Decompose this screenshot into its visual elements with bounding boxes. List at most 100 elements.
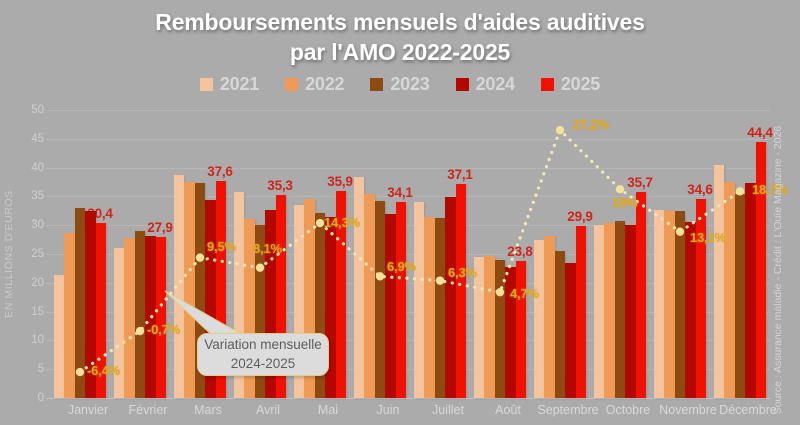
legend-label-2024: 2024: [475, 74, 515, 94]
bar-2023-Septembre: [554, 251, 566, 398]
bar-2023-Février: [134, 230, 146, 398]
y-tick-label: 45: [31, 132, 44, 145]
bar-2024-Mars: [205, 200, 216, 398]
variation-label-Juillet: 6,3%: [448, 264, 477, 280]
value-label-2025-Novembre: 34,6: [687, 181, 713, 197]
value-label-2025-Avril: 35,3: [267, 177, 293, 193]
y-tick-label: 50: [31, 104, 44, 116]
legend-swatch-2021: [199, 78, 213, 91]
grid-line: [46, 369, 770, 371]
x-axis-label-11: Novembre: [659, 403, 717, 417]
value-label-2025-Juin: 34,1: [387, 184, 413, 200]
line-dot-Septembre: [555, 125, 565, 135]
line-dot-Juin: [375, 272, 385, 281]
value-label-2025-Octobre: 35,7: [627, 175, 653, 191]
bar-2023-Octobre: [614, 220, 626, 398]
bar-2025-Janvier: [95, 222, 106, 398]
bar-2022-Juillet: [424, 217, 435, 398]
bar-2023-Décembre: [734, 193, 746, 398]
bar-2021-Mars: [174, 174, 185, 398]
x-axis-label-4: Avril: [255, 403, 281, 417]
x-axis-label-10: Octobre: [605, 403, 651, 417]
line-dot-Décembre: [735, 187, 745, 196]
bar-2021-Septembre: [534, 239, 545, 398]
y-tick-label: 20: [31, 276, 44, 289]
line-dot-Juillet: [435, 276, 445, 285]
legend-label-2022: 2022: [305, 74, 345, 94]
variation-callout: Variation mensuelle 2024-2025: [197, 333, 329, 376]
grid-line: [46, 167, 770, 169]
variation-dotted-line: [78, 127, 742, 374]
bar-2023-Avril: [254, 225, 266, 398]
variation-label-Novembre: 13,1%: [690, 229, 726, 245]
variation-callout-line2: 2024-2025: [230, 355, 296, 371]
x-axis-label-8: Août: [495, 403, 521, 417]
bar-2023-Juin: [374, 201, 386, 398]
bar-2022-Mai: [304, 199, 315, 398]
y-tick-label: 30: [31, 219, 44, 232]
bar-2021-Août: [474, 257, 485, 398]
chart-title: Remboursements mensuels d'aides auditive…: [0, 7, 800, 68]
chart-title-line2: par l'AMO 2022-2025: [289, 39, 511, 66]
variation-label-Mars: 9,5%: [207, 238, 236, 254]
value-label-2025-Mars: 37,6: [207, 164, 233, 180]
line-dot-Mars: [195, 253, 205, 262]
bar-2023-Août: [494, 259, 506, 398]
variation-label-Octobre: 19%: [612, 195, 638, 211]
grid-line: [46, 225, 770, 227]
y-tick-label: 0: [37, 392, 44, 404]
bar-2021-Mai: [294, 205, 305, 398]
legend-label-2021: 2021: [219, 74, 260, 94]
bar-2025-Juillet: [455, 184, 466, 398]
bar-2025-Septembre: [575, 225, 586, 398]
legend-item-2021: 2021: [199, 74, 260, 95]
grid-line: [46, 138, 770, 140]
legend-item-2022: 2022: [285, 74, 345, 95]
bar-2022-Novembre: [664, 210, 675, 398]
y-tick-label: 10: [31, 334, 44, 347]
variation-label-Mai: 14,3%: [324, 215, 360, 231]
value-label-2025-Juillet: 37,1: [447, 167, 473, 183]
legend-swatch-2023: [370, 78, 384, 91]
bar-2021-Décembre: [714, 164, 725, 398]
legend-swatch-2025: [540, 78, 554, 91]
x-axis-label-2: Février: [128, 403, 168, 417]
line-dot-Août: [495, 287, 505, 297]
bar-2025-Décembre: [755, 142, 766, 398]
bar-2024-Septembre: [565, 262, 576, 398]
variation-callout-line1: Variation mensuelle: [204, 337, 322, 353]
line-dot-Octobre: [615, 185, 625, 194]
bar-2021-Janvier: [54, 275, 65, 398]
x-axis-label-5: Mai: [317, 403, 339, 417]
line-dot-Mai: [315, 218, 325, 228]
value-label-2025-Août: 23,8: [507, 243, 533, 259]
legend-label-2023: 2023: [390, 74, 430, 94]
bar-2024-Avril: [265, 209, 276, 398]
x-axis-baseline: [46, 398, 770, 399]
legend: 2021 2022 2023 2024 2025: [0, 74, 800, 95]
legend-swatch-2024: [455, 78, 469, 91]
x-axis-label-7: Juillet: [432, 403, 464, 417]
source-credit: Source : Assurance maladie - Crédit : L'…: [772, 125, 784, 415]
bar-2025-Février: [155, 237, 166, 398]
variation-label-Juin: 6,9%: [387, 259, 416, 275]
grid-line: [46, 110, 770, 111]
chart-title-line1: Remboursements mensuels d'aides auditive…: [155, 9, 645, 35]
y-tick-label: 35: [31, 190, 44, 203]
grid-line: [46, 311, 770, 313]
bar-2024-Janvier: [85, 210, 96, 398]
bar-2022-Juin: [364, 194, 375, 398]
bar-2022-Septembre: [544, 236, 555, 398]
legend-swatch-2022: [285, 78, 299, 91]
legend-item-2025: 2025: [540, 74, 600, 95]
bar-2025-Avril: [275, 194, 286, 398]
bar-2024-Décembre: [745, 182, 756, 398]
y-tick-label: 25: [31, 248, 44, 260]
bar-2025-Août: [515, 260, 526, 398]
bar-2025-Octobre: [635, 192, 646, 398]
line-dot-Novembre: [675, 227, 685, 236]
line-dot-Avril: [255, 263, 265, 272]
value-label-2025-Mai: 35,9: [327, 174, 353, 190]
variation-label-Avril: 8,1%: [253, 240, 282, 256]
